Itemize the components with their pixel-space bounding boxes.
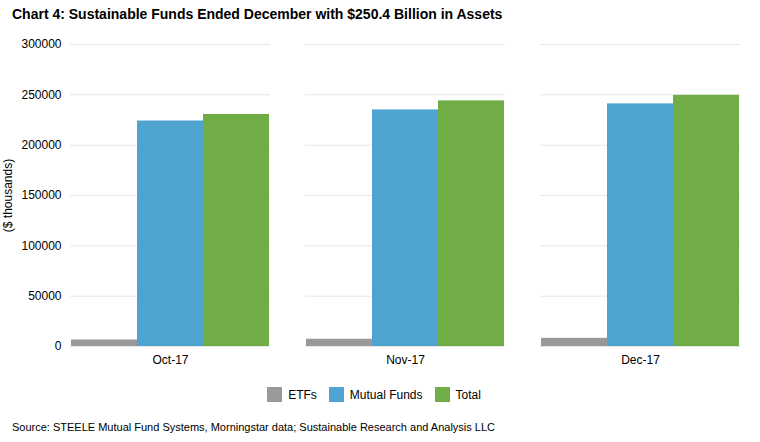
svg-text:150000: 150000 bbox=[21, 188, 61, 202]
html-text:Mutual Funds: Mutual Funds bbox=[349, 387, 423, 402]
html-text:ETFs: ETFs bbox=[288, 387, 317, 402]
html-text:Chart 4: Sustainable Funds End: Chart 4: Sustainable Funds Ended Decembe… bbox=[12, 6, 503, 22]
svg-text:50000: 50000 bbox=[28, 289, 62, 303]
svg-text:100000: 100000 bbox=[21, 239, 61, 253]
html-text:Total: Total bbox=[455, 387, 481, 402]
svg-text:Nov-17: Nov-17 bbox=[386, 353, 425, 367]
svg-text:200000: 200000 bbox=[21, 138, 61, 152]
svg-text:0: 0 bbox=[55, 339, 62, 353]
svg-text:($ thousands): ($ thousands) bbox=[1, 159, 15, 232]
svg-text:300000: 300000 bbox=[21, 37, 61, 51]
svg-text:Dec-17: Dec-17 bbox=[621, 353, 660, 367]
svg-text:250000: 250000 bbox=[21, 88, 61, 102]
svg-text:Oct-17: Oct-17 bbox=[152, 353, 188, 367]
html-text:Source: STEELE Mutual Fund Sys: Source: STEELE Mutual Fund Systems, Morn… bbox=[12, 421, 495, 433]
